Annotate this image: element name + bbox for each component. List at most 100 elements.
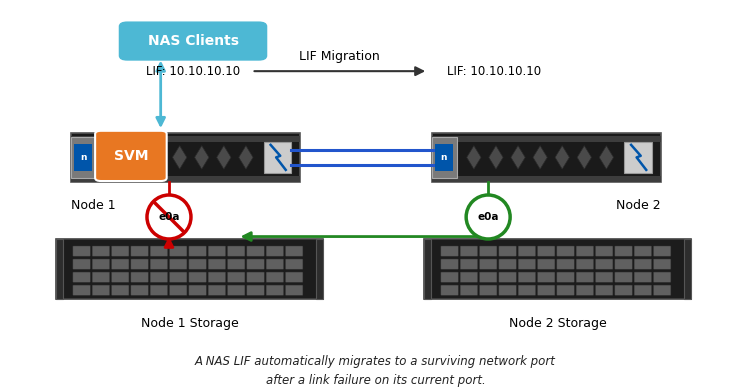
FancyBboxPatch shape: [518, 259, 535, 269]
FancyBboxPatch shape: [460, 285, 478, 295]
FancyBboxPatch shape: [92, 246, 110, 256]
FancyBboxPatch shape: [95, 131, 167, 181]
FancyBboxPatch shape: [518, 285, 535, 295]
FancyBboxPatch shape: [615, 272, 632, 282]
FancyBboxPatch shape: [112, 272, 129, 282]
FancyBboxPatch shape: [441, 285, 458, 295]
Text: Node 1: Node 1: [71, 199, 116, 212]
Bar: [56, 239, 63, 299]
Polygon shape: [239, 145, 253, 169]
FancyBboxPatch shape: [596, 272, 613, 282]
FancyBboxPatch shape: [228, 259, 245, 269]
FancyBboxPatch shape: [131, 285, 148, 295]
FancyBboxPatch shape: [150, 246, 167, 256]
FancyBboxPatch shape: [480, 246, 497, 256]
Text: Node 2 Storage: Node 2 Storage: [508, 317, 607, 330]
Bar: [74, 143, 92, 171]
FancyBboxPatch shape: [285, 246, 303, 256]
Text: Node 1 Storage: Node 1 Storage: [140, 317, 239, 330]
FancyBboxPatch shape: [120, 22, 266, 59]
FancyBboxPatch shape: [73, 272, 90, 282]
FancyBboxPatch shape: [480, 259, 497, 269]
FancyBboxPatch shape: [499, 272, 516, 282]
FancyBboxPatch shape: [266, 259, 284, 269]
FancyBboxPatch shape: [480, 285, 497, 295]
FancyBboxPatch shape: [285, 272, 303, 282]
Text: LIF: 10.10.10.10: LIF: 10.10.10.10: [447, 65, 541, 78]
FancyBboxPatch shape: [596, 285, 613, 295]
FancyBboxPatch shape: [538, 272, 555, 282]
FancyBboxPatch shape: [247, 272, 264, 282]
FancyBboxPatch shape: [460, 259, 478, 269]
FancyBboxPatch shape: [266, 272, 284, 282]
Polygon shape: [216, 145, 231, 169]
FancyBboxPatch shape: [576, 272, 593, 282]
FancyBboxPatch shape: [170, 272, 187, 282]
FancyBboxPatch shape: [92, 259, 110, 269]
Text: NAS Clients: NAS Clients: [147, 34, 239, 48]
Polygon shape: [511, 145, 525, 169]
FancyBboxPatch shape: [480, 272, 497, 282]
FancyBboxPatch shape: [73, 246, 90, 256]
FancyBboxPatch shape: [228, 272, 245, 282]
FancyBboxPatch shape: [112, 246, 129, 256]
Bar: [432, 176, 661, 182]
Bar: [435, 143, 453, 171]
Polygon shape: [489, 145, 503, 169]
FancyBboxPatch shape: [150, 285, 167, 295]
FancyBboxPatch shape: [92, 285, 110, 295]
FancyBboxPatch shape: [150, 259, 167, 269]
FancyBboxPatch shape: [499, 246, 516, 256]
Text: LIF Migration: LIF Migration: [300, 50, 380, 63]
Text: A NAS LIF automatically migrates to a surviving network port: A NAS LIF automatically migrates to a su…: [195, 355, 556, 368]
FancyBboxPatch shape: [208, 246, 225, 256]
FancyBboxPatch shape: [170, 285, 187, 295]
Bar: [424, 239, 431, 299]
FancyBboxPatch shape: [460, 272, 478, 282]
FancyBboxPatch shape: [150, 272, 167, 282]
FancyBboxPatch shape: [92, 272, 110, 282]
FancyBboxPatch shape: [131, 259, 148, 269]
FancyBboxPatch shape: [576, 246, 593, 256]
Text: LIF: 10.10.10.10: LIF: 10.10.10.10: [146, 65, 240, 78]
FancyBboxPatch shape: [615, 246, 632, 256]
Bar: [684, 239, 691, 299]
FancyBboxPatch shape: [266, 285, 284, 295]
FancyBboxPatch shape: [189, 246, 207, 256]
FancyBboxPatch shape: [112, 259, 129, 269]
FancyBboxPatch shape: [73, 259, 90, 269]
FancyBboxPatch shape: [208, 272, 225, 282]
FancyBboxPatch shape: [538, 285, 555, 295]
FancyBboxPatch shape: [285, 259, 303, 269]
Polygon shape: [599, 145, 614, 169]
Text: SVM: SVM: [113, 149, 148, 163]
FancyBboxPatch shape: [189, 285, 207, 295]
FancyBboxPatch shape: [653, 259, 671, 269]
Bar: [71, 136, 300, 142]
Bar: [71, 176, 300, 182]
FancyBboxPatch shape: [247, 246, 264, 256]
FancyBboxPatch shape: [460, 246, 478, 256]
FancyBboxPatch shape: [653, 285, 671, 295]
FancyBboxPatch shape: [538, 246, 555, 256]
FancyBboxPatch shape: [596, 246, 613, 256]
FancyBboxPatch shape: [208, 259, 225, 269]
FancyBboxPatch shape: [538, 259, 555, 269]
FancyBboxPatch shape: [518, 272, 535, 282]
Ellipse shape: [147, 195, 191, 239]
Text: n: n: [440, 153, 447, 162]
FancyBboxPatch shape: [285, 285, 303, 295]
FancyBboxPatch shape: [499, 259, 516, 269]
FancyBboxPatch shape: [112, 285, 129, 295]
Text: after a link failure on its current port.: after a link failure on its current port…: [266, 373, 485, 387]
FancyBboxPatch shape: [576, 259, 593, 269]
Polygon shape: [173, 145, 187, 169]
Polygon shape: [106, 145, 121, 169]
FancyBboxPatch shape: [653, 246, 671, 256]
Ellipse shape: [466, 195, 510, 239]
FancyBboxPatch shape: [634, 246, 652, 256]
FancyBboxPatch shape: [557, 246, 575, 256]
FancyBboxPatch shape: [73, 285, 90, 295]
FancyBboxPatch shape: [634, 259, 652, 269]
FancyBboxPatch shape: [634, 272, 652, 282]
